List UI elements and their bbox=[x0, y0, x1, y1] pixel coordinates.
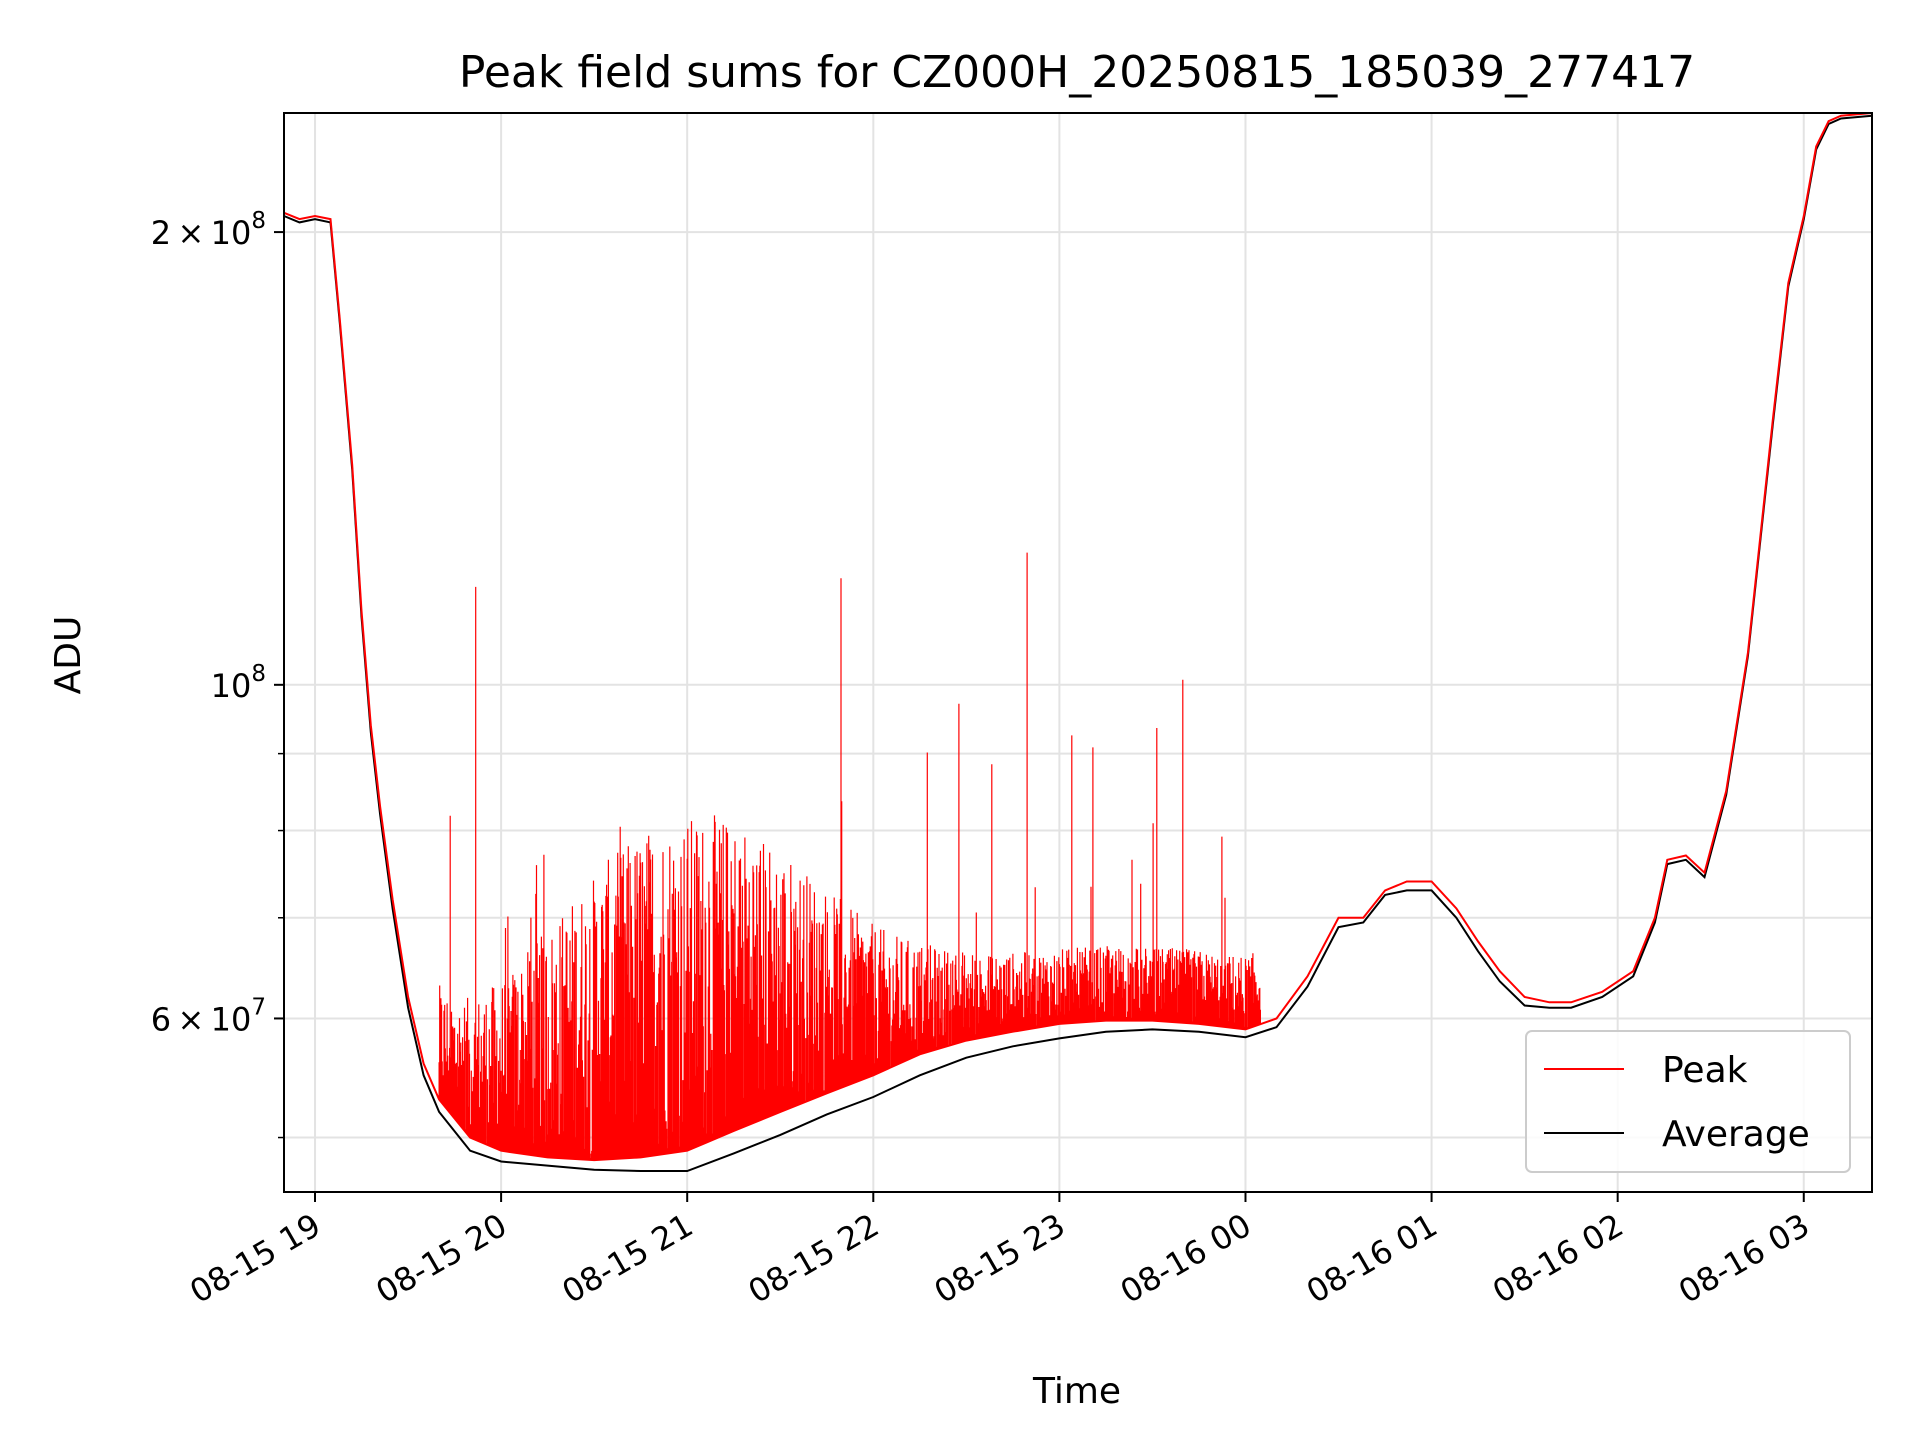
y-tick-label: 6 × 107 bbox=[151, 994, 266, 1038]
series-line-average bbox=[283, 114, 1873, 1172]
x-tick-label: 08-15 21 bbox=[556, 1206, 700, 1311]
y-tick-label: 108 bbox=[211, 661, 266, 705]
x-axis: 08-15 19 08-15 20 08-15 21 08-15 22 08-15 23… bbox=[183, 1192, 1816, 1311]
x-tick-label: 08-16 01 bbox=[1300, 1206, 1444, 1311]
x-tick-label: 08-16 00 bbox=[1114, 1206, 1258, 1311]
plot-area-frame bbox=[283, 112, 1873, 1193]
x-tick-label: 08-15 23 bbox=[928, 1206, 1072, 1311]
peak-spike-path bbox=[438, 552, 1261, 1161]
y-axis: 108 2 × 108 6 × 107 bbox=[151, 208, 284, 1139]
legend-label-peak: Peak bbox=[1662, 1050, 1748, 1091]
y-tick-label: 2 × 108 bbox=[151, 208, 266, 252]
series-line-peak bbox=[283, 112, 1873, 1162]
chart-title: Peak field sums for CZ000H_20250815_1850… bbox=[459, 47, 1695, 98]
peak-spikes bbox=[438, 552, 1261, 1161]
y-axis-label: ADU bbox=[48, 616, 89, 695]
x-tick-label: 08-15 19 bbox=[183, 1206, 327, 1311]
x-tick-label: 08-15 22 bbox=[742, 1206, 886, 1311]
x-axis-label: Time bbox=[1032, 1371, 1121, 1412]
series-lines bbox=[283, 112, 1873, 1172]
x-tick-label: 08-16 03 bbox=[1672, 1206, 1816, 1311]
legend-box bbox=[1525, 1030, 1851, 1173]
x-tick-label: 08-16 02 bbox=[1486, 1206, 1630, 1311]
x-tick-label: 08-15 20 bbox=[370, 1206, 514, 1311]
legend: Peak Average bbox=[1525, 1030, 1851, 1173]
legend-label-average: Average bbox=[1662, 1114, 1810, 1155]
